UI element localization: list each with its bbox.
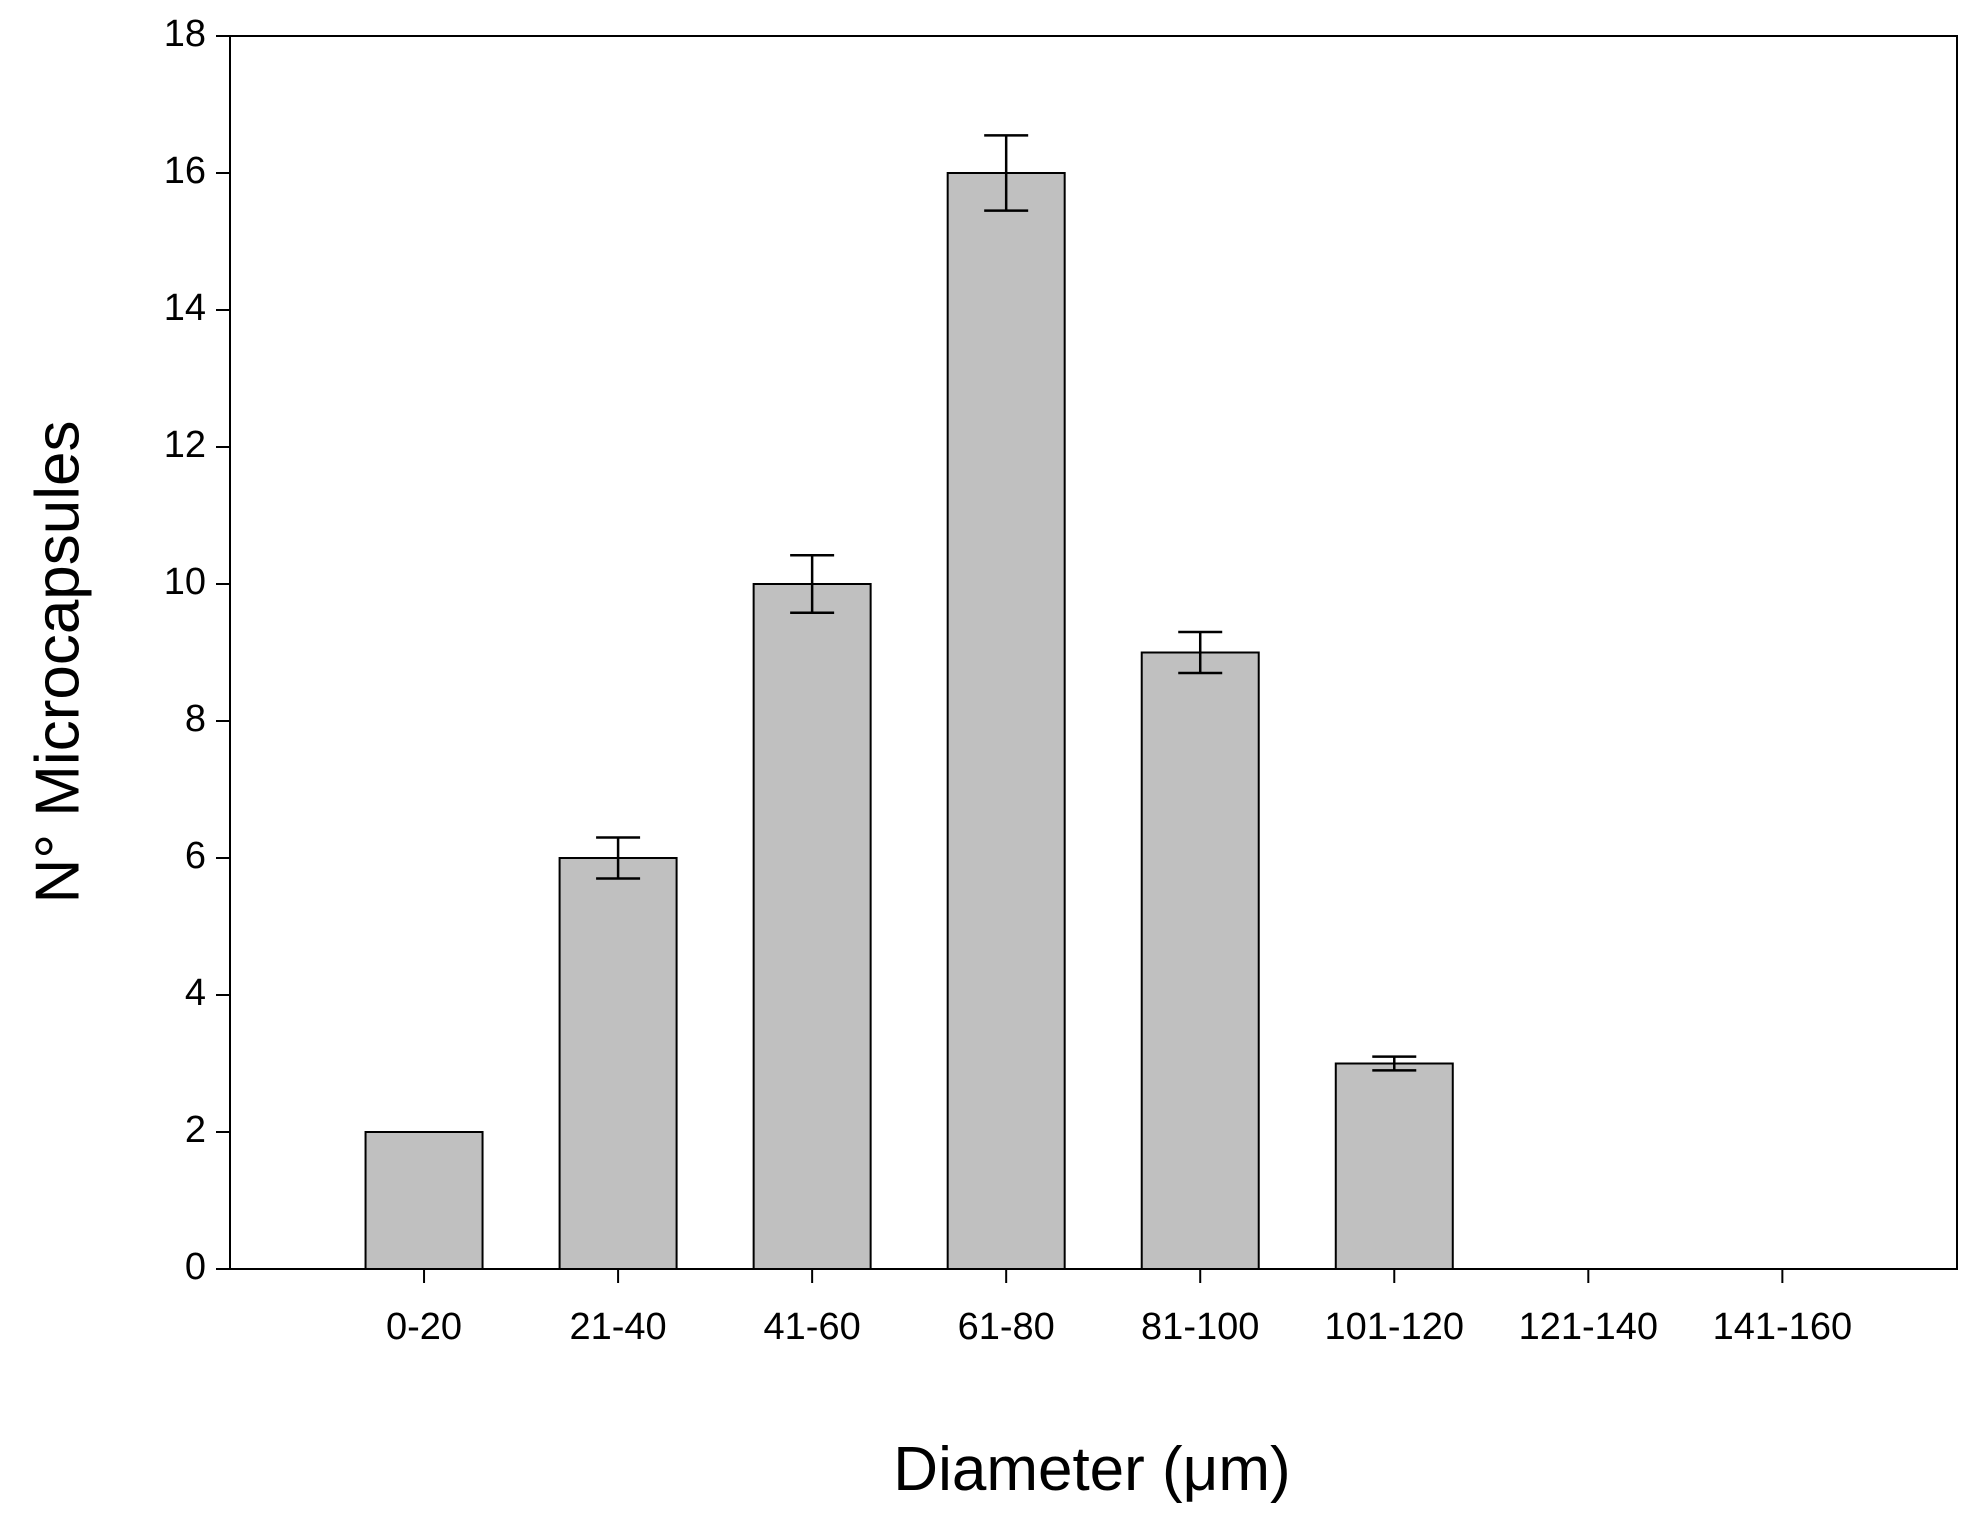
x-tick-label: 121-140	[1519, 1306, 1658, 1348]
y-tick-label: 0	[185, 1246, 206, 1288]
y-tick-label: 14	[164, 287, 206, 329]
bar	[752, 583, 872, 1270]
error-bar	[596, 836, 641, 880]
x-axis-title: Diameter (μm)	[893, 1435, 1290, 1504]
error-bar	[984, 134, 1029, 212]
bar	[946, 172, 1066, 1270]
bar	[364, 1131, 484, 1270]
x-tick-label: 81-100	[1141, 1306, 1259, 1348]
x-tick-label: 0-20	[386, 1306, 462, 1348]
bar	[1334, 1062, 1454, 1270]
y-tick-label: 4	[185, 972, 206, 1014]
bar	[1140, 651, 1260, 1270]
y-tick-label: 6	[185, 835, 206, 877]
error-bar	[1178, 630, 1223, 675]
x-tick-label: 141-160	[1713, 1306, 1852, 1348]
x-tick-label: 21-40	[569, 1306, 666, 1348]
y-tick-label: 2	[185, 1109, 206, 1151]
error-bar	[790, 553, 835, 615]
error-bar	[1372, 1055, 1417, 1072]
x-tick-label: 101-120	[1325, 1306, 1464, 1348]
y-tick-label: 18	[164, 13, 206, 55]
bar	[558, 857, 678, 1270]
y-tick-label: 12	[164, 424, 206, 466]
y-axis-title: N° Microcapsules	[23, 420, 92, 903]
x-tick-label: 41-60	[764, 1306, 861, 1348]
plot-frame	[229, 35, 1958, 1270]
y-tick-label: 16	[164, 150, 206, 192]
y-tick-label: 10	[164, 561, 206, 603]
x-tick-label: 61-80	[958, 1306, 1055, 1348]
y-tick-label: 8	[185, 698, 206, 740]
